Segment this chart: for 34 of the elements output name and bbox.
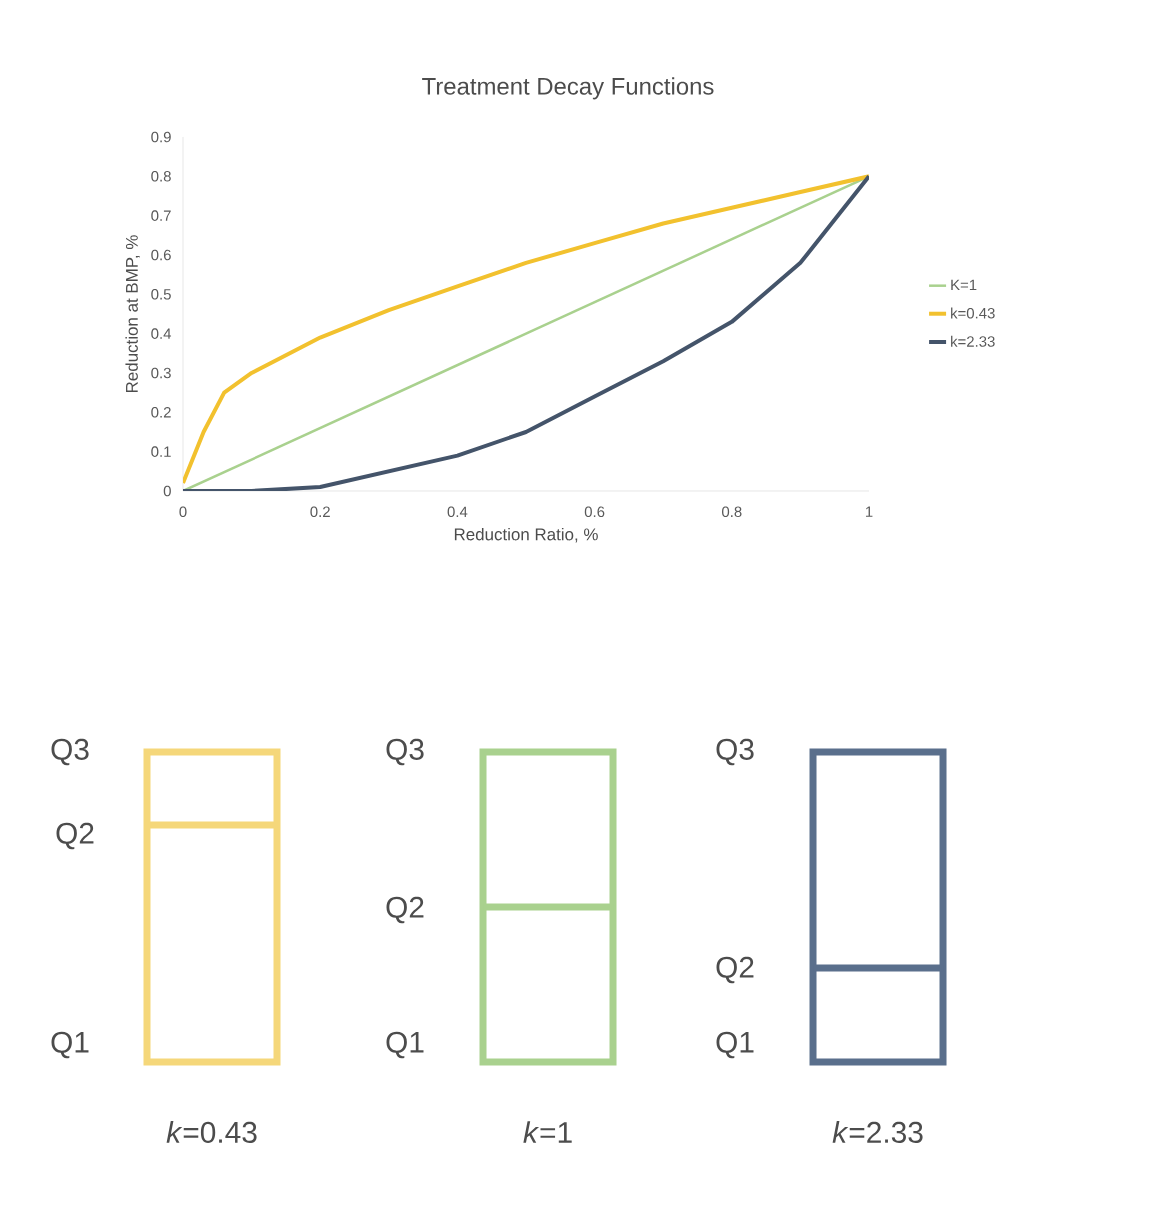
legend-label: K=1 [951,279,977,291]
text: Q3 [716,738,754,766]
y-tick-label: 0.4 [151,328,172,339]
legend-label: k=2.33 [951,335,995,347]
x-tick-label: 0.4 [447,506,468,518]
y-axis-title: Reduction at BMP, % [125,235,140,392]
text: Q1 [716,1031,754,1059]
y-tick-label: 0.5 [151,289,171,300]
legend-label: k=0.43 [951,307,995,319]
text: Q1 [51,1031,89,1059]
text: k=0.43 [166,1121,257,1143]
x-tick-label: 0.6 [584,506,605,518]
text: Q3 [51,738,89,766]
x-tick-label: 0.8 [722,506,742,518]
y-tick-label: 0.9 [151,131,171,143]
y-tick-label: 0.1 [151,446,171,457]
x-tick-label: 0.2 [310,506,330,518]
chart-title: Treatment Decay Functions [422,77,714,100]
y-tick-label: 0.2 [151,407,171,418]
y-tick-label: 0 [163,485,171,497]
x-tick-label: 0 [179,506,187,518]
text: Q3 [386,738,424,766]
y-tick-label: 0.3 [151,367,171,379]
text: Q2 [386,896,424,924]
text: Q2 [716,956,754,984]
text: Q1 [386,1031,424,1059]
x-tick-label: 1 [865,506,873,517]
text: k=1 [523,1121,572,1143]
x-axis-title: Reduction Ratio, % [454,527,598,543]
y-tick-label: 0.6 [151,249,171,261]
text: Q2 [56,822,94,850]
y-tick-label: 0.7 [151,210,171,221]
y-tick-label: 0.8 [151,171,171,182]
text: k=2.33 [832,1121,923,1143]
